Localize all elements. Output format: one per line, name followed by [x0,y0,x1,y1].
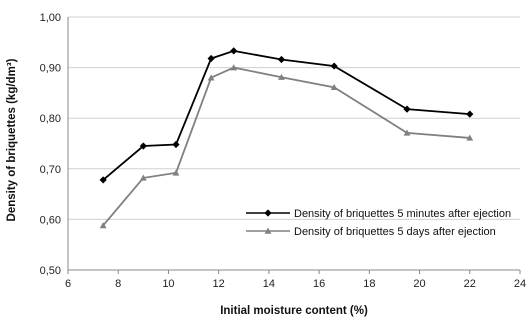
series-5-minutes [99,47,474,184]
data-point [230,64,238,71]
data-point [466,110,474,118]
data-point [99,176,107,184]
legend-item-5-minutes: Density of briquettes 5 minutes after ej… [246,208,511,220]
x-axis-ticks: 6 8 10 12 14 16 18 20 22 24 [65,270,526,290]
legend-marker-5-days [264,227,272,234]
x-tick-label: 22 [464,278,476,290]
gridlines [68,16,520,220]
data-point [139,174,147,181]
legend-item-5-days: Density of briquettes 5 days after eject… [246,226,496,238]
data-point [277,55,286,64]
x-tick-label: 24 [514,278,526,290]
data-point [172,169,180,176]
y-axis-ticks: 0,50 0,60 0,70 0,80 0,90 1,00 [40,12,61,277]
data-point [330,83,338,91]
data-point [466,134,474,141]
y-tick-label: 0,80 [40,113,61,125]
legend-label-5-minutes: Density of briquettes 5 minutes after ej… [294,208,511,220]
data-point [172,140,180,149]
x-tick-label: 8 [115,278,121,290]
legend-label-5-days: Density of briquettes 5 days after eject… [294,226,496,238]
series-line [102,66,470,227]
x-axis-label: Initial moisture content (%) [220,305,368,317]
y-tick-label: 0,50 [40,265,61,277]
legend-marker-5-minutes [264,209,272,217]
data-point [207,74,215,81]
y-tick-label: 0,70 [40,164,61,176]
data-point [99,222,107,229]
data-point [230,47,238,55]
x-tick-label: 20 [413,278,425,290]
x-tick-label: 6 [65,278,71,290]
x-tick-label: 16 [313,278,325,290]
y-axis-label: Density of briquettes (kg/dm³) [6,58,18,221]
series-5-days [99,64,474,229]
data-point [278,73,285,80]
y-tick-label: 1,00 [40,12,61,24]
data-point [139,142,147,150]
data-series [99,47,474,229]
axes [67,17,520,271]
data-point [207,54,215,63]
data-point [403,105,411,113]
x-tick-label: 14 [263,278,275,290]
data-point [403,129,411,136]
x-tick-label: 18 [363,278,375,290]
data-point [330,62,338,70]
x-tick-label: 12 [213,278,225,290]
series-line [102,49,470,181]
y-tick-label: 0,60 [40,214,61,226]
x-tick-label: 10 [162,278,174,290]
legend: Density of briquettes 5 minutes after ej… [246,208,511,238]
y-tick-label: 0,90 [40,63,61,75]
